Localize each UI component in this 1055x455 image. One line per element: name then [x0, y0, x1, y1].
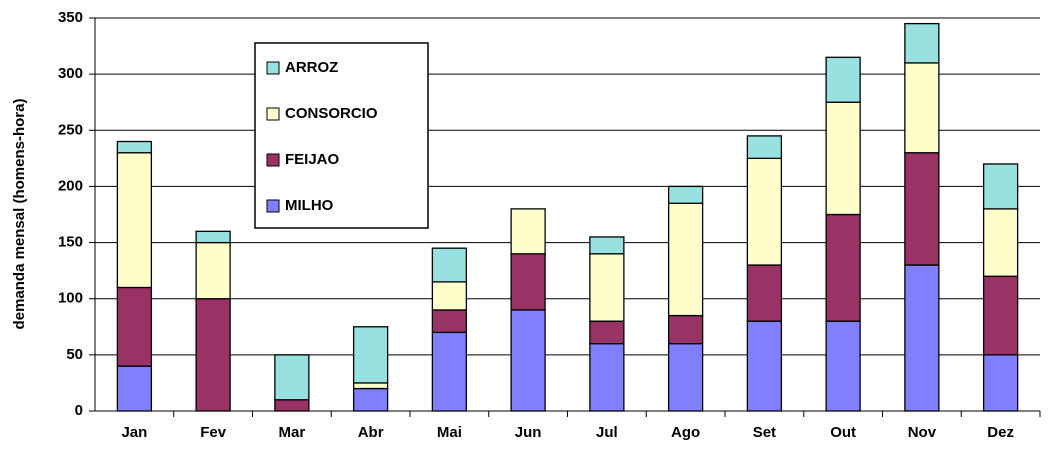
y-tick-label: 200: [58, 177, 83, 194]
x-tick-label: Jul: [596, 424, 618, 441]
y-tick-label: 350: [58, 9, 83, 26]
x-tick-label: Fev: [200, 424, 227, 441]
bar-segment: [982, 275, 1019, 356]
bar-segment: [667, 314, 704, 345]
legend-label: CONSORCIO: [285, 105, 378, 122]
bar-segment: [510, 253, 546, 311]
x-tick-label: Set: [753, 424, 776, 441]
legend-label: FEIJAO: [285, 151, 340, 168]
bar-segment: [589, 342, 625, 412]
bar-segment: [431, 309, 468, 334]
x-tick-label: Nov: [908, 424, 937, 441]
bar-segment: [352, 326, 389, 384]
bar-segment: [431, 331, 468, 412]
bar-segment: [589, 236, 625, 255]
x-tick-label: Jun: [515, 424, 542, 441]
y-tick-label: 100: [58, 290, 83, 307]
bar-segment: [116, 140, 153, 154]
x-tick-label: Abr: [358, 424, 384, 441]
y-tick-label: 50: [66, 346, 83, 363]
bar-segment: [352, 387, 389, 412]
y-tick-label: 250: [58, 121, 83, 138]
x-tick-label: Ago: [671, 424, 700, 441]
legend-label: MILHO: [285, 197, 334, 214]
legend-swatch: [266, 199, 280, 213]
y-tick-label: 0: [75, 402, 83, 419]
bar-segment: [982, 163, 1019, 210]
x-tick-label: Out: [830, 424, 856, 441]
x-tick-label: Dez: [987, 424, 1014, 441]
bar-segment: [195, 298, 231, 412]
bar-segment: [746, 320, 783, 412]
legend-swatch: [266, 107, 280, 121]
bar-segment: [510, 208, 546, 255]
y-tick-label: 300: [58, 65, 83, 82]
x-tick-label: Jan: [121, 424, 147, 441]
y-axis-title: demanda mensal (homens-hora): [11, 99, 28, 330]
bar-segment: [589, 320, 625, 345]
bar-segment: [746, 135, 783, 160]
bar-segment: [825, 56, 861, 103]
legend-swatch: [266, 153, 280, 167]
bar-segment: [116, 286, 153, 367]
bar-segment: [904, 62, 940, 154]
bar-segment: [904, 22, 940, 64]
y-tick-label: 150: [58, 234, 83, 251]
bar-segment: [904, 152, 940, 266]
bar-segment: [589, 253, 625, 322]
bar-segment: [274, 354, 310, 401]
bar-segment: [195, 241, 231, 300]
legend-box: [254, 42, 429, 229]
bar-segment: [667, 342, 704, 412]
bar-segment: [825, 320, 861, 412]
bar-segment: [667, 185, 704, 204]
bar-segment: [116, 365, 153, 412]
bar-segment: [274, 399, 310, 412]
bar-segment: [825, 101, 861, 216]
bar-segment: [825, 213, 861, 322]
bar-segment: [195, 230, 231, 244]
bar-segment: [667, 202, 704, 317]
bar-segment: [746, 157, 783, 266]
bar-segment: [431, 247, 468, 283]
bar-segment: [746, 264, 783, 322]
bar-segment: [982, 208, 1019, 277]
bar-segment: [510, 309, 546, 412]
bar-segment: [982, 354, 1019, 412]
bar-segment: [116, 152, 153, 289]
x-tick-label: Mai: [437, 424, 462, 441]
legend-label: ARROZ: [285, 59, 338, 76]
bar-segment: [904, 264, 940, 412]
bar-segment: [431, 281, 468, 311]
bar-segment: [352, 382, 389, 390]
legend-swatch: [266, 61, 280, 75]
x-tick-label: Mar: [279, 424, 306, 441]
